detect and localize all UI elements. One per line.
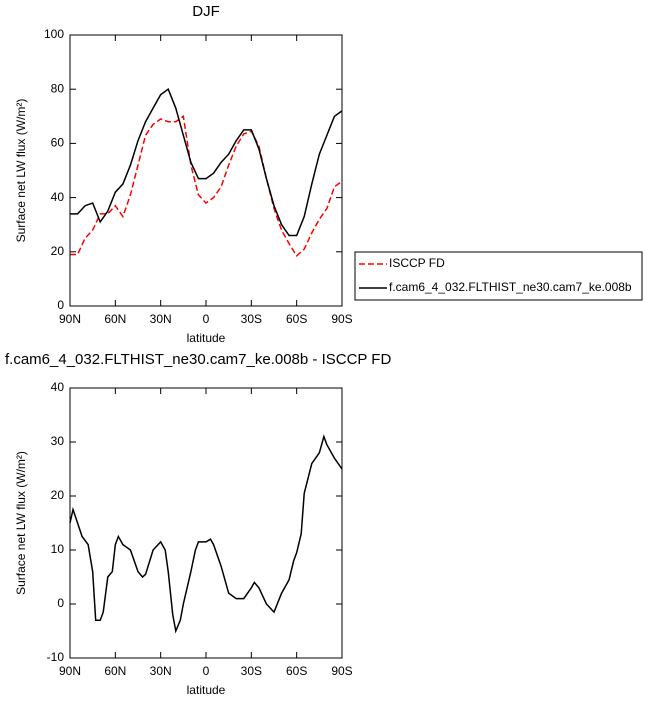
y-tick-label: 0 <box>57 596 64 610</box>
legend-label: ISCCP FD <box>389 256 445 270</box>
legend-box <box>354 251 643 301</box>
y-tick-label: 30 <box>51 434 65 448</box>
x-tick-label: 90S <box>331 664 352 678</box>
x-tick-label: 0 <box>203 312 210 326</box>
x-tick-label: 0 <box>203 664 210 678</box>
x-tick-label: 90N <box>59 312 81 326</box>
y-tick-label: -10 <box>47 650 65 664</box>
x-axis-label: latitude <box>187 683 226 697</box>
x-tick-label: 90S <box>331 312 352 326</box>
y-tick-label: 40 <box>51 380 65 394</box>
data-line <box>70 88 343 237</box>
chart-title: f.cam6_4_032.FLTHIST_ne30.cam7_ke.008b -… <box>5 351 391 368</box>
chart-title: DJF <box>192 3 220 20</box>
y-tick-label: 40 <box>51 190 65 204</box>
y-tick-label: 100 <box>44 27 64 41</box>
x-tick-label: 30S <box>241 312 262 326</box>
x-tick-label: 30N <box>150 312 172 326</box>
x-tick-label: 60N <box>104 312 126 326</box>
y-tick-label: 60 <box>51 136 65 150</box>
y-tick-label: 80 <box>51 81 65 95</box>
data-line <box>70 114 343 258</box>
x-tick-label: 90N <box>59 664 81 678</box>
y-tick-label: 20 <box>51 244 65 258</box>
data-line <box>69 434 343 634</box>
x-tick-label: 30N <box>150 664 172 678</box>
y-tick-label: 20 <box>51 488 65 502</box>
x-tick-label: 60N <box>104 664 126 678</box>
x-axis-label: latitude <box>187 331 226 345</box>
y-axis-label: Surface net LW flux (W/m²) <box>14 99 28 243</box>
x-tick-label: 60S <box>286 312 307 326</box>
plot-frame <box>69 387 343 659</box>
y-tick-label: 10 <box>51 542 65 556</box>
y-tick-label: 0 <box>57 298 64 312</box>
plot-frame <box>69 34 343 307</box>
y-axis-label: Surface net LW flux (W/m²) <box>14 451 28 595</box>
x-tick-label: 30S <box>241 664 262 678</box>
x-tick-label: 60S <box>286 664 307 678</box>
legend-label: f.cam6_4_032.FLTHIST_ne30.cam7_ke.008b <box>389 280 632 294</box>
